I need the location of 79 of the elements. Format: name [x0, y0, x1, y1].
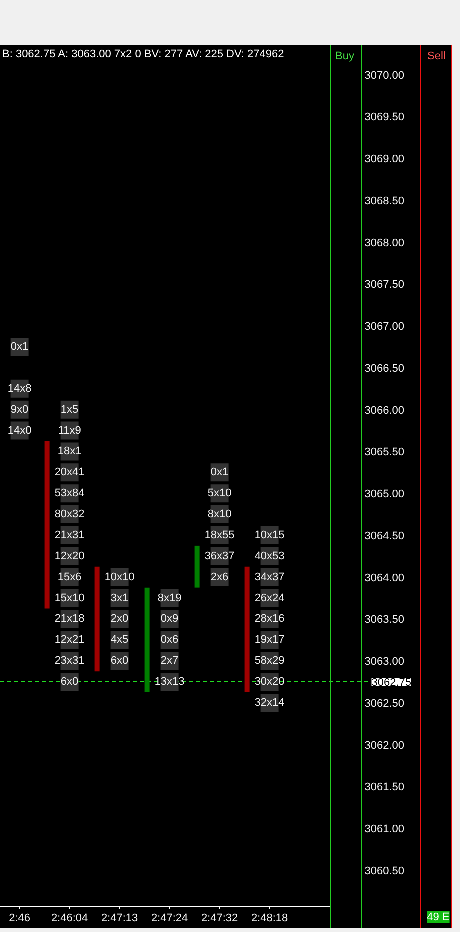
data-label: 0x6	[160, 634, 179, 646]
data-label: 12x21	[54, 634, 85, 646]
data-label: 3x1	[110, 592, 129, 604]
data-label: 6x0	[110, 655, 129, 668]
x-tick-label: 2:47:13	[101, 912, 138, 924]
data-label: 10x10	[104, 571, 135, 584]
data-label: 32x14	[254, 696, 285, 709]
y-tick-label: 3064.50	[364, 530, 405, 542]
chart-title: B: 3062.75 A: 3063.00 7x2 0 BV: 277 AV: 225 DV: 274962	[2, 48, 284, 60]
y-tick-label: 3066.00	[364, 404, 405, 417]
data-label: 9x0	[10, 404, 29, 416]
data-label: 11x9	[58, 424, 82, 437]
y-tick-label: 3065.00	[364, 488, 405, 501]
y-tick-label: 3067.50	[364, 279, 405, 292]
data-label: 30x20	[254, 676, 285, 688]
data-label: 36x37	[204, 550, 235, 562]
y-tick-label: 3061.00	[364, 824, 405, 836]
y-tick-label: 3064.00	[364, 572, 405, 584]
data-label: 1x5	[60, 404, 79, 416]
data-label: 2x0	[110, 613, 129, 626]
data-label: 2x6	[210, 571, 229, 584]
text: Sell	[428, 50, 446, 62]
data-label: 2x7	[160, 655, 179, 668]
x-tick-label: 2:46	[9, 912, 31, 924]
text: 49 E	[427, 912, 450, 924]
data-label: 8x19	[158, 592, 182, 604]
data-label: 34x37	[254, 571, 285, 584]
data-label: 26x24	[254, 592, 285, 604]
bar	[94, 566, 100, 672]
data-label: 20x41	[54, 466, 85, 479]
y-tick-label: 3061.50	[364, 782, 405, 794]
data-label: 14x8	[8, 382, 32, 395]
bar	[244, 566, 250, 693]
data-label: 28x16	[254, 613, 285, 626]
data-label: 53x84	[54, 488, 85, 500]
y-tick-label: 3066.50	[364, 362, 405, 375]
data-label: 21x31	[54, 529, 85, 542]
data-label: 18x1	[58, 446, 82, 458]
bar	[144, 588, 150, 693]
data-label: 0x1	[10, 341, 29, 354]
y-tick-label: 3060.50	[364, 865, 405, 878]
data-label: 80x32	[54, 508, 85, 521]
data-label: 18x55	[204, 529, 235, 542]
y-tick-label: 3069.00	[364, 154, 405, 166]
data-label: 12x20	[54, 550, 85, 562]
data-label: 0x1	[210, 466, 229, 479]
y-tick-label: 3070.00	[364, 70, 405, 82]
data-label: 8x10	[208, 508, 232, 521]
data-label: 13x13	[154, 676, 185, 688]
y-tick-label: 3068.00	[364, 237, 405, 250]
data-label: 19x17	[254, 634, 285, 646]
data-label: 40x53	[254, 550, 285, 562]
x-tick-label: 2:47:24	[151, 912, 188, 924]
data-label: 4x5	[110, 634, 129, 646]
data-label: 23x31	[54, 655, 85, 668]
x-tick-label: 2:47:32	[201, 912, 238, 924]
bar	[44, 441, 50, 609]
y-tick-label: 3067.00	[364, 321, 405, 334]
data-label: 15x10	[54, 592, 85, 604]
y-tick-label: 3062.50	[364, 698, 405, 710]
y-tick-label: 3065.50	[364, 446, 405, 459]
data-label: 21x18	[54, 613, 85, 626]
data-label: 5x10	[208, 488, 232, 500]
data-label: 6x0	[60, 676, 79, 688]
data-label: 15x6	[58, 571, 82, 584]
y-tick-label: 3069.50	[364, 112, 405, 124]
data-label: 0x9	[160, 613, 179, 626]
bar	[194, 546, 200, 588]
y-tick-label: 3068.50	[364, 195, 405, 208]
x-tick-label: 2:46:04	[51, 912, 88, 924]
data-label: 10x15	[254, 529, 285, 542]
y-tick-label: 3063.50	[364, 614, 405, 626]
data-label: 58x29	[254, 655, 285, 668]
y-tick-label: 3063.00	[364, 656, 405, 668]
x-tick-label: 2:48:18	[251, 912, 288, 924]
text: Buy	[336, 50, 355, 62]
ref-line-label: 3062.75	[372, 677, 412, 690]
data-label: 14x0	[8, 424, 32, 437]
y-tick-label: 3062.00	[364, 740, 405, 752]
